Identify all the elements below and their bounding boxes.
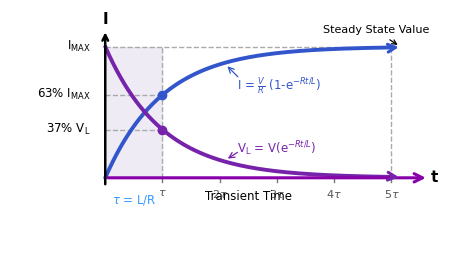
Text: 3$\tau$: 3$\tau$ [269, 188, 285, 200]
Text: Transient Time: Transient Time [205, 190, 292, 203]
Text: t: t [431, 170, 438, 185]
Text: $\tau$ = L/R: $\tau$ = L/R [112, 193, 156, 207]
Text: 4$\tau$: 4$\tau$ [326, 188, 342, 200]
Text: 2$\tau$: 2$\tau$ [212, 188, 227, 200]
Text: V$_{\rm L}$ = V(e$^{-Rt/L}$): V$_{\rm L}$ = V(e$^{-Rt/L}$) [237, 140, 317, 158]
Text: Steady State Value: Steady State Value [323, 26, 429, 44]
Text: 63% I$_{\rm MAX}$: 63% I$_{\rm MAX}$ [38, 87, 91, 102]
Text: I: I [102, 12, 108, 27]
Text: 37% V$_{\rm L}$: 37% V$_{\rm L}$ [46, 122, 91, 137]
Text: I$_{\rm MAX}$: I$_{\rm MAX}$ [67, 39, 91, 54]
Text: 5$\tau$: 5$\tau$ [384, 188, 399, 200]
Text: $\tau$: $\tau$ [158, 188, 167, 198]
Text: I = $\frac{V}{R}$ (1-e$^{-Rt/L}$): I = $\frac{V}{R}$ (1-e$^{-Rt/L}$) [237, 75, 321, 97]
